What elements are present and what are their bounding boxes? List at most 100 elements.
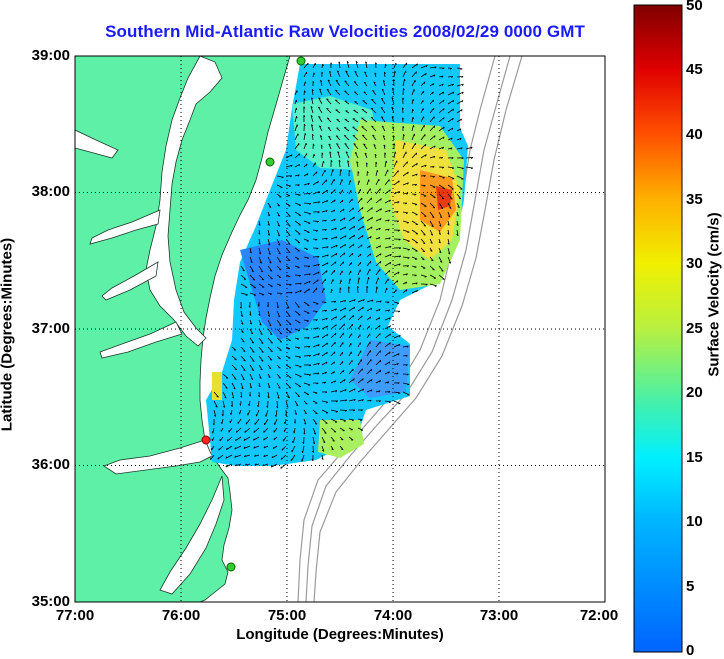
velocity-arrow: [211, 445, 215, 451]
velocity-arrow-head: [345, 70, 348, 73]
velocity-arrow-head: [280, 457, 283, 460]
velocity-arrow-head: [298, 275, 301, 277]
velocity-arrow: [348, 207, 354, 213]
velocity-arrow: [254, 454, 260, 457]
velocity-arrow-head: [364, 152, 367, 155]
velocity-arrow: [276, 301, 279, 309]
velocity-arrow: [335, 135, 341, 141]
velocity-arrow: [357, 368, 363, 375]
velocity-arrow-head: [312, 143, 315, 146]
velocity-arrow-head: [375, 161, 378, 164]
velocity-arrow: [353, 81, 359, 87]
velocity-arrow: [267, 346, 273, 352]
velocity-arrow: [257, 400, 260, 407]
velocity-arrow-head: [344, 307, 347, 310]
velocity-arrow-head: [329, 151, 332, 154]
velocity-arrow-head: [319, 125, 322, 128]
velocity-arrow: [375, 341, 381, 348]
velocity-arrow: [249, 274, 256, 281]
velocity-arrow: [339, 342, 344, 348]
velocity-arrow-head: [353, 399, 356, 402]
velocity-arrow: [438, 136, 445, 141]
velocity-arrow: [429, 125, 436, 132]
station-marker: [296, 56, 306, 66]
velocity-arrow-head: [317, 279, 319, 282]
velocity-arrow-head: [333, 218, 336, 222]
velocity-arrow: [258, 238, 261, 245]
velocity-arrow-head: [327, 79, 330, 82]
velocity-arrow-head: [451, 157, 454, 160]
velocity-arrow-head: [277, 214, 280, 217]
velocity-arrow: [420, 229, 426, 236]
velocity-arrow-head: [268, 386, 271, 389]
velocity-arrow: [321, 400, 328, 403]
velocity-arrow-head: [441, 157, 444, 159]
velocity-arrow-head: [297, 174, 300, 177]
velocity-arrow-head: [257, 304, 260, 307]
velocity-arrow: [318, 97, 323, 105]
velocity-arrow-head: [442, 136, 445, 139]
velocity-arrow: [365, 61, 368, 69]
velocity-arrow: [339, 217, 346, 222]
velocity-arrow: [267, 328, 273, 335]
velocity-arrow: [393, 263, 401, 267]
velocity-arrow: [456, 109, 463, 114]
velocity-arrow-head: [364, 81, 367, 84]
velocity-arrow: [456, 175, 464, 180]
map-title: Southern Mid-Atlantic Raw Velocities 200…: [105, 22, 585, 41]
velocity-arrow: [382, 135, 386, 141]
velocity-arrow-head: [373, 144, 376, 146]
velocity-arrow: [267, 247, 271, 255]
velocity-arrow: [330, 227, 337, 231]
velocity-arrow: [357, 225, 364, 231]
velocity-arrow: [429, 193, 436, 198]
velocity-arrow-head: [414, 194, 417, 196]
velocity-arrow: [447, 99, 455, 105]
velocity-arrow: [302, 445, 305, 453]
velocity-arrow: [263, 427, 269, 433]
velocity-arrow: [393, 255, 401, 258]
velocity-arrow: [321, 210, 328, 213]
velocity-arrow-head: [240, 314, 243, 317]
velocity-arrow-head: [398, 343, 401, 347]
velocity-arrow: [344, 143, 350, 150]
velocity-arrow-head: [268, 376, 271, 378]
velocity-arrow: [312, 191, 320, 195]
velocity-arrow-head: [333, 361, 335, 364]
velocity-arrow: [384, 317, 391, 321]
velocity-arrow: [339, 418, 346, 422]
velocity-arrow: [321, 278, 326, 285]
velocity-arrow: [456, 76, 464, 78]
velocity-arrow-head: [302, 441, 305, 445]
velocity-arrow-head: [360, 409, 363, 412]
velocity-arrow: [384, 361, 391, 366]
velocity-arrow: [393, 343, 401, 348]
velocity-arrow-head: [362, 388, 365, 391]
velocity-arrow-head: [396, 211, 399, 214]
velocity-arrow-head: [344, 80, 347, 82]
velocity-arrow-head: [253, 430, 255, 433]
velocity-arrow-head: [287, 396, 290, 399]
velocity-arrow-head: [415, 282, 418, 285]
velocity-arrow-head: [461, 91, 464, 94]
velocity-arrow-head: [360, 419, 363, 421]
velocity-arrow-head: [326, 200, 329, 203]
velocity-arrow-head: [396, 280, 399, 283]
velocity-arrow-head: [388, 391, 391, 394]
velocity-arrow-head: [471, 157, 474, 159]
velocity-arrow: [294, 400, 299, 407]
velocity-arrow-head: [267, 214, 271, 217]
velocity-arrow: [402, 273, 408, 276]
velocity-arrow: [321, 179, 327, 186]
velocity-arrow: [335, 80, 341, 87]
velocity-arrow: [339, 252, 346, 258]
velocity-arrow-head: [352, 207, 354, 210]
velocity-arrow: [285, 373, 292, 379]
velocity-arrow: [411, 173, 418, 177]
velocity-arrow: [312, 335, 320, 339]
velocity-arrow: [375, 261, 382, 267]
velocity-arrow: [312, 418, 318, 425]
velocity-arrow: [210, 454, 215, 460]
velocity-arrow: [234, 445, 242, 450]
velocity-arrow: [312, 287, 318, 294]
